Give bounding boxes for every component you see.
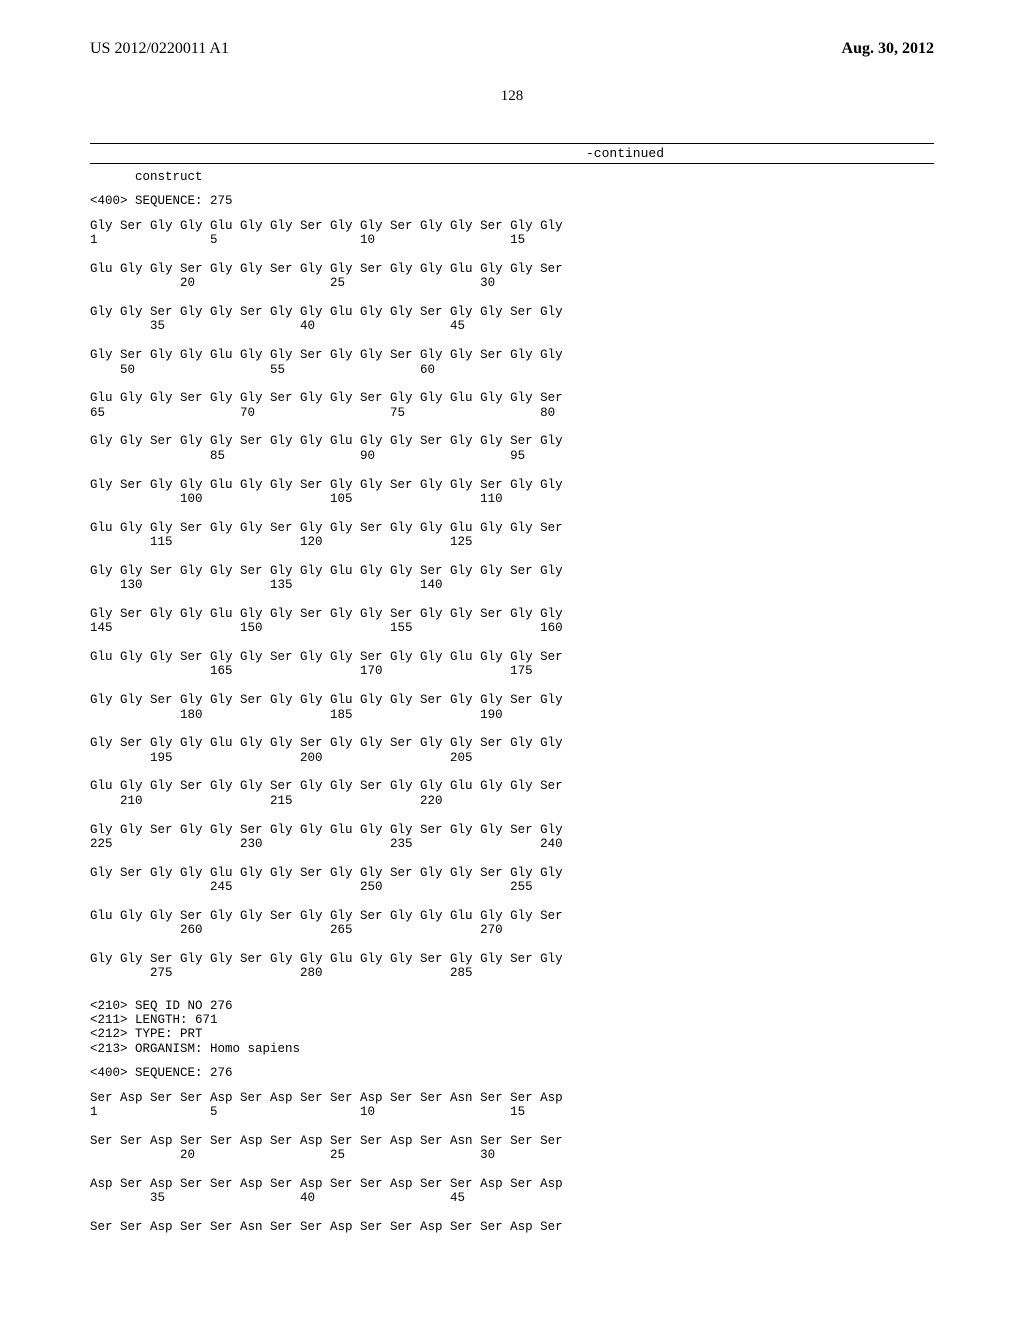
continued-label: -continued [90,146,934,161]
sequence-275-header: <400> SEQUENCE: 275 [90,194,934,208]
sequence-275-body: Gly Ser Gly Gly Glu Gly Gly Ser Gly Gly … [90,219,934,981]
publication-date: Aug. 30, 2012 [842,40,934,58]
page-header: US 2012/0220011 A1 Aug. 30, 2012 [90,40,934,58]
construct-label: construct [90,170,934,184]
sequence-276-body: Ser Asp Ser Ser Asp Ser Asp Ser Ser Asp … [90,1091,934,1235]
publication-number: US 2012/0220011 A1 [90,40,229,58]
continued-rule: -continued [90,143,934,164]
page: US 2012/0220011 A1 Aug. 30, 2012 128 -co… [0,0,1024,1320]
page-number: 128 [90,88,934,105]
sequence-276-header: <400> SEQUENCE: 276 [90,1066,934,1080]
sequence-276-metadata: <210> SEQ ID NO 276 <211> LENGTH: 671 <2… [90,999,934,1057]
